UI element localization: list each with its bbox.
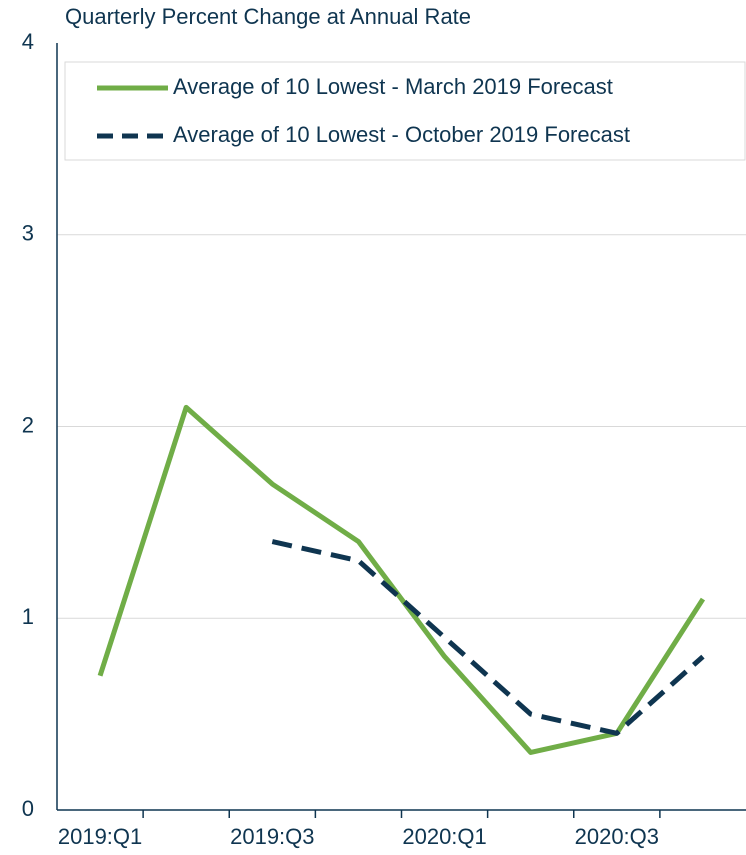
series-line xyxy=(97,404,706,755)
y-tick-label: 4 xyxy=(22,29,34,54)
legend-label: Average of 10 Lowest - March 2019 Foreca… xyxy=(173,74,613,99)
y-tick-label: 1 xyxy=(22,604,34,629)
x-tick-label: 2020:Q1 xyxy=(402,824,486,849)
series-line xyxy=(271,539,705,736)
y-tick-label: 2 xyxy=(22,412,34,437)
x-tick-label: 2020:Q3 xyxy=(575,824,659,849)
legend-label: Average of 10 Lowest - October 2019 Fore… xyxy=(173,122,630,147)
legend-box xyxy=(64,61,746,161)
chart-title: Quarterly Percent Change at Annual Rate xyxy=(65,4,471,29)
y-tick-label: 3 xyxy=(22,221,34,246)
x-tick-label: 2019:Q1 xyxy=(58,824,142,849)
y-tick-label: 0 xyxy=(22,796,34,821)
x-tick-label: 2019:Q3 xyxy=(230,824,314,849)
